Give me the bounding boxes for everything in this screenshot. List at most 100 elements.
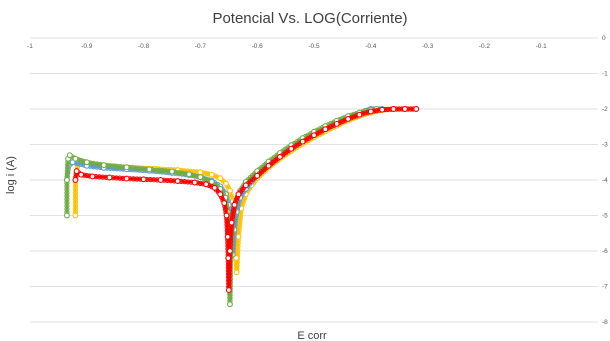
y-tick-label: -1 <box>602 71 608 78</box>
data-point <box>106 174 113 181</box>
data-point <box>226 301 233 308</box>
data-point <box>130 165 136 171</box>
data-point <box>64 190 70 196</box>
x-tick-label: -0.5 <box>308 43 320 50</box>
data-point <box>64 196 70 202</box>
y-tick-label: -6 <box>602 248 608 255</box>
data-point <box>117 175 123 181</box>
data-point <box>217 175 224 182</box>
data-point <box>89 173 96 180</box>
data-point <box>230 208 237 214</box>
data-point <box>134 176 140 182</box>
data-point <box>299 138 306 145</box>
data-point <box>96 174 102 180</box>
data-point <box>63 177 70 183</box>
data-point <box>229 214 236 220</box>
data-point <box>235 250 241 256</box>
data-point <box>100 162 107 169</box>
data-point <box>192 173 198 179</box>
data-point <box>311 132 317 139</box>
data-point <box>351 114 357 120</box>
data-point <box>110 163 117 169</box>
y-tick-label: -2 <box>602 106 608 113</box>
data-point <box>181 179 188 185</box>
data-point <box>203 181 210 188</box>
data-point <box>72 155 79 162</box>
data-point <box>228 219 235 226</box>
data-point <box>233 196 240 203</box>
x-tick-label: -0.2 <box>479 43 491 50</box>
data-point <box>168 178 174 184</box>
data-point <box>225 255 232 262</box>
data-point <box>84 172 90 179</box>
data-point <box>235 191 242 198</box>
data-point <box>345 115 352 122</box>
data-point <box>66 152 73 159</box>
data-point <box>64 165 71 171</box>
data-point <box>72 187 79 193</box>
y-axis-label: log i (A) <box>5 156 17 194</box>
data-point <box>396 106 402 112</box>
data-point <box>223 180 229 187</box>
data-point <box>222 206 228 212</box>
data-point <box>176 170 182 176</box>
data-point <box>64 206 70 212</box>
data-point <box>64 183 70 190</box>
data-point <box>185 179 191 185</box>
data-point <box>72 177 79 183</box>
data-point <box>113 175 119 181</box>
data-point <box>64 168 71 174</box>
x-tick-label: -0.9 <box>81 43 93 50</box>
data-point <box>78 157 84 164</box>
data-point <box>413 106 420 112</box>
x-tick-label: -0.4 <box>365 43 377 50</box>
x-tick-label: -0.1 <box>536 43 548 50</box>
data-point <box>162 168 169 174</box>
data-point <box>133 165 139 171</box>
data-point <box>339 118 345 125</box>
data-point <box>228 229 234 235</box>
data-point <box>407 106 414 112</box>
data-point <box>288 145 295 152</box>
data-point <box>235 243 241 250</box>
data-point <box>72 199 79 206</box>
data-point <box>230 211 236 217</box>
data-point <box>385 106 391 112</box>
series-3 <box>72 106 420 293</box>
y-tick-label: 0 <box>602 35 606 42</box>
data-point <box>208 171 215 178</box>
data-point <box>72 203 79 209</box>
data-point <box>114 163 120 169</box>
data-point <box>254 172 261 179</box>
data-point <box>356 111 363 118</box>
data-point <box>234 263 240 269</box>
y-tick-label: -3 <box>602 142 608 149</box>
data-point <box>390 106 397 112</box>
data-point <box>242 182 249 189</box>
data-point <box>401 106 408 112</box>
data-point <box>136 165 143 172</box>
data-point <box>203 170 209 177</box>
data-point <box>276 153 283 160</box>
data-point <box>233 255 240 262</box>
data-point <box>197 180 203 186</box>
data-point <box>191 179 198 186</box>
data-point <box>72 196 79 202</box>
data-point <box>265 162 272 169</box>
data-point <box>63 212 70 219</box>
data-point <box>367 108 374 115</box>
data-point <box>186 171 192 178</box>
data-point <box>228 226 234 232</box>
x-tick-label: -0.3 <box>422 43 434 50</box>
y-tick-label: -4 <box>602 177 608 184</box>
data-point <box>91 160 97 166</box>
data-point <box>221 200 228 207</box>
data-point <box>235 240 241 246</box>
data-point <box>151 177 157 183</box>
data-series <box>63 106 420 308</box>
data-point <box>72 183 79 190</box>
data-point <box>100 174 106 180</box>
chart-title: Potencial Vs. LOG(Corriente) <box>212 10 407 27</box>
data-point <box>64 171 70 177</box>
data-point <box>333 120 340 127</box>
